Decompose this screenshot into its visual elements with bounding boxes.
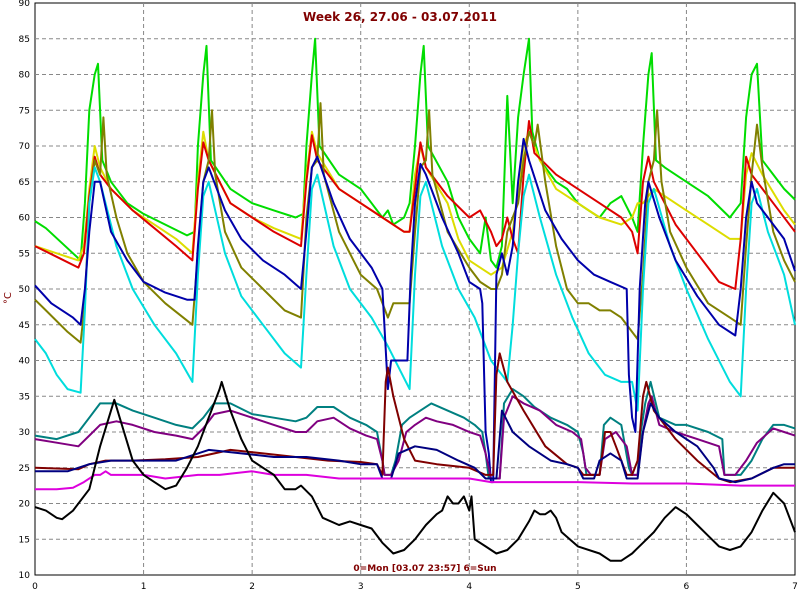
series-line-3	[34, 120, 796, 290]
x-tick-label: 4	[466, 582, 472, 592]
y-tick-label: 45	[19, 321, 30, 331]
series-line-5	[34, 166, 796, 412]
series-line-10	[35, 402, 795, 484]
x-tick-label: 6	[684, 582, 690, 592]
x-tick-label: 7	[792, 582, 798, 592]
y-tick-label: 35	[19, 392, 30, 402]
x-tick-label: 0	[32, 582, 38, 592]
x-tick-label: 1	[141, 582, 147, 592]
x-tick-label: 3	[358, 582, 364, 592]
series-line-4	[34, 102, 796, 344]
y-tick-label: 75	[19, 106, 30, 116]
y-tick-labels: 10 15 20 25 30 35 40 45 50 55 60 65 70 75 80 85 90	[19, 0, 31, 581]
y-tick-label: 90	[19, 0, 31, 9]
series-line-8	[34, 395, 796, 480]
y-axis-label: °C	[3, 292, 14, 304]
y-tick-label: 85	[19, 35, 30, 45]
y-tick-label: 40	[19, 357, 31, 367]
series-line-6	[34, 137, 796, 484]
y-tick-label: 10	[19, 571, 31, 581]
y-tick-label: 70	[19, 142, 31, 152]
series-line-1	[34, 37, 796, 269]
y-tick-label: 30	[19, 428, 31, 438]
series-line-9	[34, 352, 795, 484]
series-line-12	[34, 380, 796, 562]
y-tick-label: 20	[19, 500, 31, 510]
y-tick-label: 55	[19, 249, 30, 259]
series-line-11	[35, 470, 795, 491]
y-tick-label: 65	[19, 178, 30, 188]
y-tick-label: 80	[19, 71, 31, 81]
y-tick-label: 50	[19, 285, 31, 295]
chart-footer: 0=Mon [03.07 23:57] 6=Sun	[353, 564, 496, 574]
x-tick-labels: 0 1 2 3 4 5 6 7	[32, 582, 798, 592]
series-group	[34, 37, 796, 562]
y-tick-label: 60	[19, 214, 31, 224]
y-tick-label: 25	[19, 464, 30, 474]
y-tick-label: 15	[19, 535, 30, 545]
chart-title: Week 26, 27.06 - 03.07.2011	[303, 10, 497, 24]
x-tick-label: 5	[575, 582, 581, 592]
x-tick-label: 2	[249, 582, 255, 592]
